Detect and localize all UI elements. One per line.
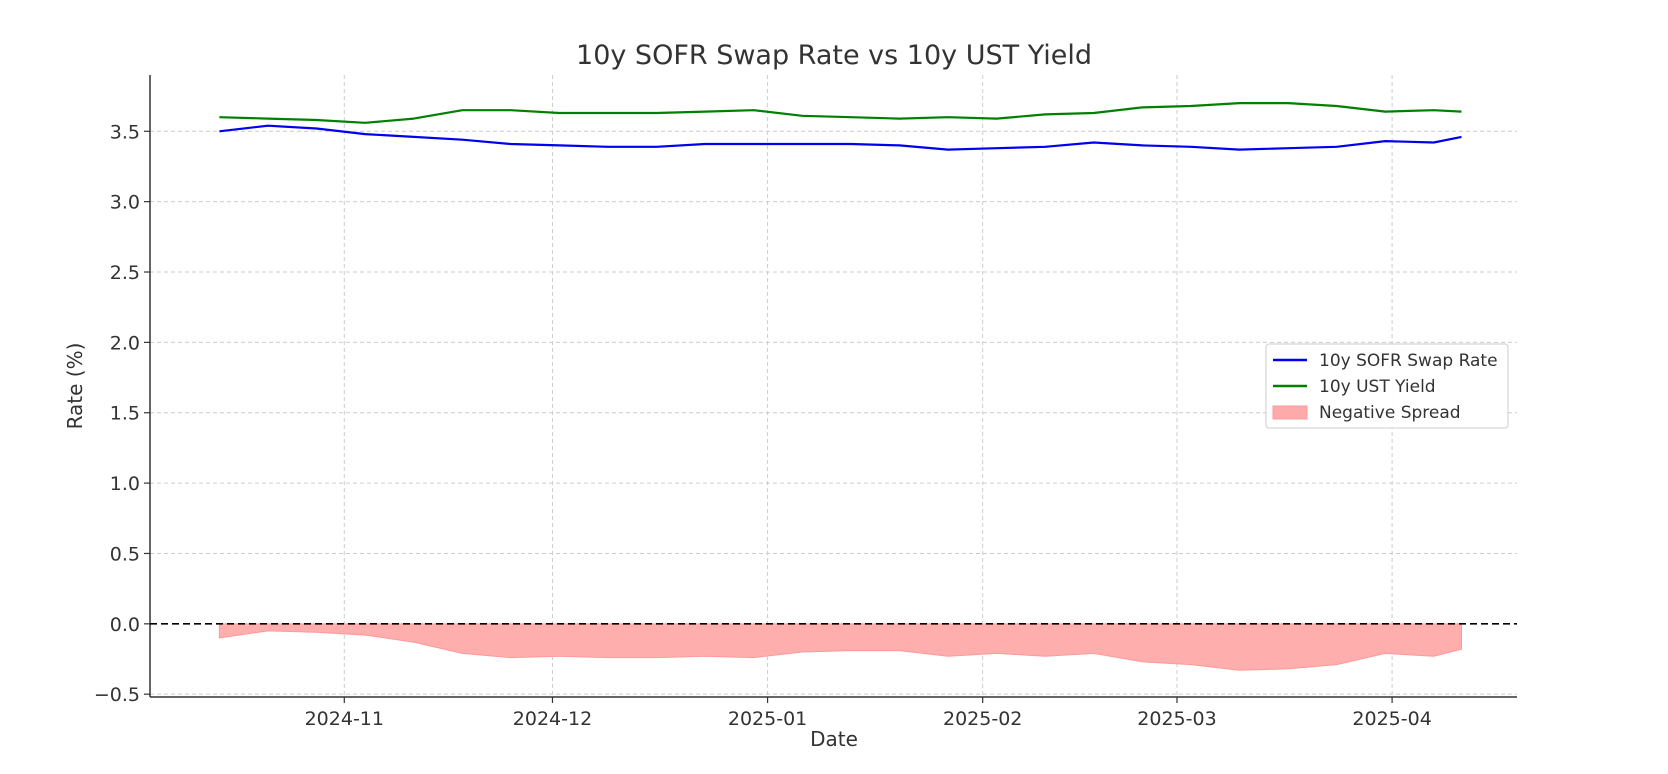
y-tick-label: 3.0 [110,192,140,214]
negative-spread-area [218,623,1463,671]
legend-label: 10y SOFR Swap Rate [1319,351,1498,371]
legend-label: Negative Spread [1319,403,1461,423]
y-tick-label: −0.5 [94,684,140,706]
y-tick-label: 0.5 [110,543,140,565]
spread-area-layer [218,623,1463,671]
x-axis-label: Date [810,727,858,751]
series-line-10y-sofr-swap-rate [219,124,1462,151]
x-tick-label: 2024-12 [513,708,592,730]
x-tick-label: 2025-03 [1137,708,1216,730]
y-tick-label: 2.5 [110,262,140,284]
legend-frame [1265,343,1509,429]
series-lines [219,102,1462,151]
legend: 10y SOFR Swap Rate 10y UST Yield Negative … [1265,343,1509,429]
x-tick-label: 2025-04 [1352,708,1431,730]
y-tick-label: 1.5 [110,403,140,425]
legend-label: 10y UST Yield [1319,377,1436,397]
y-tick-label: 0.0 [110,614,140,636]
x-tick-label: 2025-02 [943,708,1022,730]
tick-labels: −0.5 0.0 0.5 1.0 1.5 2.0 2.5 3.0 3.5 2024-11 2024-… [94,121,1432,730]
chart-title: 10y SOFR Swap Rate vs 10y UST Yield [576,40,1092,71]
x-tick-label: 2024-11 [305,708,384,730]
y-axis-label: Rate (%) [63,343,87,430]
legend-swatch [1272,405,1308,420]
axes [144,75,1517,703]
gridlines [150,75,1517,697]
y-tick-label: 1.0 [110,473,140,495]
series-line-10y-ust-yield [219,102,1462,124]
y-tick-label: 2.0 [110,332,140,354]
y-tick-label: 3.5 [110,121,140,143]
x-tick-label: 2025-01 [728,708,807,730]
